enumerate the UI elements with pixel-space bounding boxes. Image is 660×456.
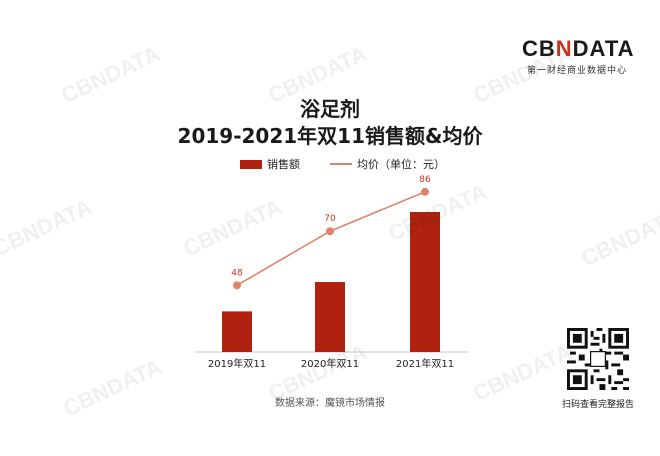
legend-bar-swatch [240,159,262,169]
price-line [236,191,426,287]
qr-code-icon [567,328,629,390]
qr-code[interactable] [567,328,631,390]
bar-1 [222,311,252,352]
x-tick-label: 2019年双11 [208,357,266,370]
price-data-label: 70 [324,214,336,224]
brand-subtitle: 第一财经商业数据中心 [526,66,627,76]
qr-caption: 扫码查看完整报告 [561,400,634,410]
price-point-2 [326,227,334,236]
price-data-label: 86 [419,175,431,185]
x-tick-label: 2020年双11 [301,357,359,370]
bar-3 [410,212,440,352]
chart-title: 浴足剂 2019-2021年双11销售额&均价 [0,98,660,148]
legend-line-swatch [330,163,352,165]
title-line-2: 2019-2021年双11销售额&均价 [177,124,483,148]
brand-logo-block: CBNDATA 第一财经商业数据中心 [522,36,635,77]
cbndata-logo: CBNDATA [522,36,635,61]
price-point-1 [233,281,241,290]
bar-2 [315,282,345,352]
price-point-3 [421,187,429,196]
legend: 销售额 均价（单位：元） [240,154,445,174]
legend-line-label: 均价（单位：元） [357,158,445,171]
title-line-1: 浴足剂 [300,97,360,121]
data-source: 数据来源：魔镜市场情报 [275,398,385,409]
legend-bar-label: 销售额 [267,158,300,171]
price-data-label: 48 [231,268,243,278]
x-tick-label: 2021年双11 [396,357,454,370]
